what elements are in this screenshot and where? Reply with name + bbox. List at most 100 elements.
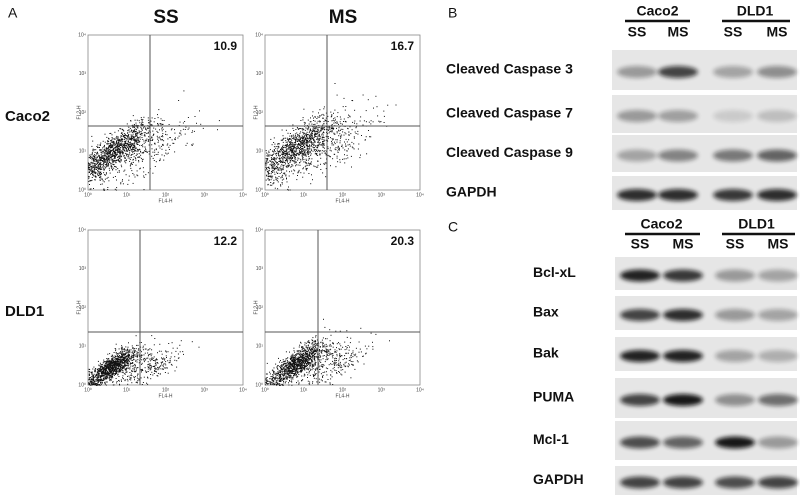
event-dot [96, 166, 97, 167]
event-dot [273, 162, 274, 163]
event-dot [172, 342, 173, 343]
event-dot [302, 132, 303, 133]
event-dot [166, 355, 167, 356]
event-dot [174, 139, 175, 140]
event-dot [134, 348, 135, 349]
event-dot [134, 369, 135, 370]
event-dot [323, 350, 324, 351]
event-dot [129, 137, 130, 138]
event-dot [107, 189, 108, 190]
event-dot [290, 167, 291, 168]
event-dot [121, 136, 122, 137]
event-dot [300, 120, 301, 121]
event-dot [282, 162, 283, 163]
event-dot [119, 153, 120, 154]
event-dot [92, 177, 93, 178]
event-dot [94, 371, 95, 372]
event-dot [330, 112, 331, 113]
event-dot [93, 174, 94, 175]
event-dot [303, 153, 304, 154]
event-dot [115, 355, 116, 356]
event-dot [266, 168, 267, 169]
event-dot [125, 147, 126, 148]
event-dot [93, 163, 94, 164]
event-dot [97, 174, 98, 175]
event-dot [310, 155, 311, 156]
event-dot [292, 150, 293, 151]
event-dot [93, 167, 94, 168]
event-dot [161, 136, 162, 137]
event-dot [100, 174, 101, 175]
event-dot [360, 349, 361, 350]
event-dot [127, 384, 128, 385]
event-dot [157, 154, 158, 155]
event-dot [278, 143, 279, 144]
event-dot [99, 173, 100, 174]
event-dot [100, 365, 101, 366]
event-dot [109, 366, 110, 367]
event-dot [182, 351, 183, 352]
event-dot [141, 158, 142, 159]
event-dot [107, 161, 108, 162]
event-dot [129, 354, 130, 355]
event-dot [134, 156, 135, 157]
event-dot [89, 383, 90, 384]
event-dot [139, 141, 140, 142]
event-dot [119, 128, 120, 129]
event-dot [288, 361, 289, 362]
event-dot [91, 166, 92, 167]
event-dot [110, 143, 111, 144]
event-dot [92, 153, 93, 154]
event-dot [128, 347, 129, 348]
event-dot [113, 168, 114, 169]
event-dot [292, 142, 293, 143]
event-dot [272, 177, 273, 178]
event-dot [293, 135, 294, 136]
event-dot [90, 174, 91, 175]
event-dot [134, 352, 135, 353]
event-dot [309, 165, 310, 166]
event-dot [323, 139, 324, 140]
event-dot [336, 147, 337, 148]
event-dot [286, 148, 287, 149]
event-dot [345, 145, 346, 146]
event-dot [279, 158, 280, 159]
event-dot [103, 362, 104, 363]
event-dot [149, 359, 150, 360]
event-dot [296, 357, 297, 358]
event-dot [122, 357, 123, 358]
event-dot [110, 163, 111, 164]
event-dot [117, 355, 118, 356]
event-dot [115, 365, 116, 366]
event-dot [107, 382, 108, 383]
event-dot [154, 368, 155, 369]
event-dot [94, 149, 95, 150]
event-dot [129, 376, 130, 377]
event-dot [132, 154, 133, 155]
event-dot [317, 147, 318, 148]
event-dot [104, 162, 105, 163]
event-dot [277, 148, 278, 149]
event-dot [282, 149, 283, 150]
event-dot [154, 356, 155, 357]
event-dot [293, 173, 294, 174]
event-dot [93, 384, 94, 385]
event-dot [119, 170, 120, 171]
event-dot [292, 144, 293, 145]
quadrant-percentage: 16.7 [391, 39, 415, 53]
event-dot [98, 165, 99, 166]
event-dot [364, 120, 365, 121]
event-dot [303, 167, 304, 168]
event-dot [157, 376, 158, 377]
event-dot [170, 360, 171, 361]
event-dot [175, 351, 176, 352]
event-dot [308, 120, 309, 121]
event-dot [117, 157, 118, 158]
event-dot [348, 132, 349, 133]
event-dot [145, 344, 146, 345]
event-dot [298, 144, 299, 145]
event-dot [274, 163, 275, 164]
event-dot [110, 147, 111, 148]
event-dot [106, 370, 107, 371]
event-dot [293, 130, 294, 131]
